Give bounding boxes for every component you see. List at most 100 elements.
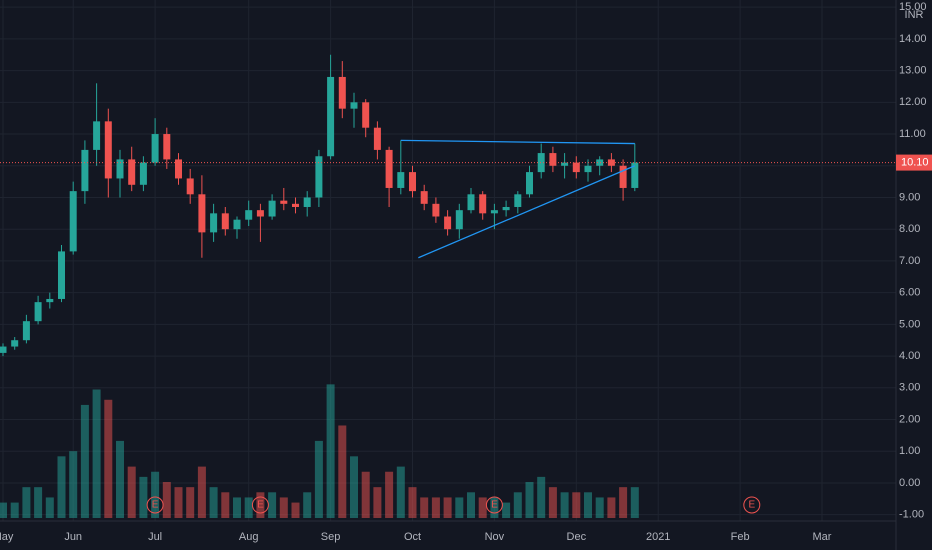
- candle-body: [93, 121, 101, 150]
- candle-body: [210, 213, 218, 233]
- y-tick-label: 3.00: [899, 382, 920, 394]
- candle-body: [584, 165, 592, 173]
- volume-bar: [338, 425, 347, 518]
- candle-body: [350, 102, 358, 109]
- candle-body: [0, 346, 7, 353]
- candle-body: [221, 213, 229, 230]
- x-tick-label: Feb: [731, 531, 750, 543]
- volume-bar: [233, 497, 241, 518]
- volume-bar: [268, 492, 277, 518]
- candle-body: [385, 149, 393, 188]
- candle-body: [607, 159, 615, 166]
- candle-body: [104, 121, 112, 179]
- earnings-label: E: [491, 500, 498, 511]
- candle-body: [514, 194, 522, 207]
- candle-body: [420, 191, 428, 204]
- volume-bar: [525, 482, 534, 518]
- volume-bar: [104, 399, 113, 518]
- y-tick-label: -1.00: [899, 509, 924, 521]
- volume-bar: [537, 476, 546, 518]
- y-tick-label: 4.00: [899, 350, 920, 362]
- volume-bar: [92, 389, 101, 518]
- volume-bar: [303, 492, 312, 518]
- currency-label: INR: [905, 9, 924, 21]
- earnings-marker: [146, 496, 164, 514]
- candle-body: [128, 159, 136, 185]
- candle-body: [315, 156, 323, 198]
- volume-bar: [408, 487, 417, 518]
- volume-bar: [385, 471, 394, 518]
- volume-bar: [174, 487, 183, 518]
- candle-body: [490, 210, 498, 214]
- volume-bar: [314, 440, 323, 518]
- volume-bar: [595, 497, 604, 518]
- x-tick-label: May: [0, 531, 14, 543]
- x-tick-label: Dec: [567, 531, 587, 543]
- candle-body: [362, 102, 370, 128]
- volume-bar: [0, 502, 7, 518]
- last-price-label: 10.10: [901, 156, 929, 168]
- earnings-label: E: [257, 500, 264, 511]
- candle-body: [11, 340, 19, 347]
- x-tick-label: Oct: [404, 531, 421, 543]
- last-price-box: [896, 154, 932, 171]
- candle-body: [479, 194, 487, 214]
- volume-bar: [630, 487, 639, 518]
- x-tick-label: Nov: [485, 531, 505, 543]
- x-tick-label: Mar: [813, 531, 832, 543]
- volume-bar: [548, 487, 557, 518]
- y-tick-label: 14.00: [899, 33, 927, 45]
- volume-bar: [256, 492, 265, 518]
- candle-body: [22, 321, 30, 341]
- volume-bar: [291, 502, 300, 518]
- candle-body: [268, 200, 276, 217]
- volume-bar: [162, 482, 171, 518]
- earnings-label: E: [152, 500, 159, 511]
- candle-body: [233, 219, 241, 230]
- volume-bar: [373, 487, 382, 518]
- y-tick-label: 6.00: [899, 287, 920, 299]
- volume-bar: [139, 476, 148, 518]
- y-tick-label: 8.00: [899, 223, 920, 235]
- earnings-marker: [743, 496, 761, 514]
- volume-bar: [467, 492, 475, 518]
- y-tick-label: 5.00: [899, 318, 920, 330]
- volume-bar: [478, 497, 487, 518]
- volume-bar: [57, 456, 66, 518]
- volume-bar: [443, 497, 452, 518]
- candle-body: [549, 153, 557, 166]
- candle-body: [561, 162, 569, 166]
- candle-body: [34, 302, 42, 322]
- volume-bar: [572, 492, 581, 518]
- volume-bar: [209, 487, 218, 518]
- trendline: [418, 165, 636, 259]
- candle-body: [432, 203, 440, 217]
- candle-body: [198, 194, 206, 233]
- volume-bar: [221, 492, 230, 518]
- volume-bar: [244, 497, 253, 518]
- candle-body: [338, 76, 346, 109]
- candle-body: [502, 206, 510, 211]
- x-tick-label: Jun: [64, 531, 82, 543]
- candle-body: [256, 210, 264, 217]
- y-tick-label: 2.00: [899, 413, 920, 425]
- volume-bar: [279, 497, 288, 518]
- volume-bar: [127, 466, 136, 518]
- candle-body: [526, 172, 533, 195]
- candle-body: [58, 251, 65, 299]
- x-tick-label: 2021: [646, 531, 670, 543]
- volume-bar: [197, 466, 206, 518]
- earnings-marker: [251, 496, 269, 514]
- volume-bar: [513, 492, 522, 518]
- candle-body: [139, 162, 147, 185]
- candle-body: [327, 76, 335, 157]
- y-tick-label: 12.00: [899, 96, 927, 108]
- y-tick-label: 0.00: [899, 477, 920, 489]
- earnings-label: E: [748, 500, 755, 511]
- volume-bar: [10, 502, 19, 518]
- candle-body: [572, 162, 580, 173]
- volume-bar: [34, 487, 43, 518]
- volume-bar: [116, 440, 124, 518]
- volume-bar: [186, 487, 195, 518]
- y-tick-label: 7.00: [899, 255, 920, 267]
